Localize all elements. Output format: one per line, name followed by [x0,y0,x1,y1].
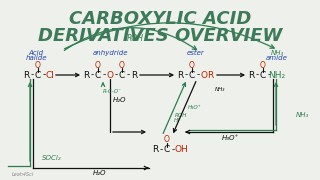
Text: Leah4Sci: Leah4Sci [12,172,34,177]
Text: O: O [95,60,101,69]
Text: H₃O⁺: H₃O⁺ [188,105,202,109]
Text: O: O [201,71,207,80]
Text: O: O [189,60,195,69]
Text: -: - [159,145,163,154]
Text: DERIVATIVES OVERVIEW: DERIVATIVES OVERVIEW [38,27,282,45]
Text: -: - [196,71,200,80]
Text: O: O [164,136,170,145]
Text: NH₃: NH₃ [270,50,284,56]
Text: -: - [255,71,259,80]
Text: C: C [119,71,125,80]
Text: ROH: ROH [175,112,187,118]
Text: H₂O: H₂O [93,170,107,176]
Text: H₃O⁺: H₃O⁺ [221,135,239,141]
Text: CARBOXYLIC ACID: CARBOXYLIC ACID [69,10,251,28]
Text: -: - [268,71,271,80]
Text: -: - [172,145,175,154]
Text: -: - [114,71,118,80]
Text: R: R [83,71,89,80]
Text: ROH: ROH [126,33,143,42]
Text: SOCl₂: SOCl₂ [42,155,62,161]
Text: R-C-O⁻: R-C-O⁻ [102,89,122,93]
Text: O: O [260,60,266,69]
Text: NH₂: NH₂ [268,71,285,80]
Text: H⁺: H⁺ [173,118,180,123]
Text: R: R [177,71,183,80]
Text: -: - [102,71,106,80]
Text: C: C [189,71,195,80]
Text: R: R [207,71,213,80]
Text: -: - [184,71,188,80]
Text: -: - [126,71,130,80]
FancyArrowPatch shape [65,23,274,49]
Text: NH₃: NH₃ [295,112,308,118]
Text: R: R [23,71,29,80]
Text: O: O [35,60,41,69]
Text: R: R [248,71,254,80]
Text: NH₃: NH₃ [215,87,225,91]
Text: ester: ester [187,50,205,56]
Text: R: R [152,145,158,154]
Text: C: C [260,71,266,80]
Text: -: - [42,71,46,80]
Text: R: R [131,71,137,80]
Text: O: O [119,60,125,69]
Text: C: C [95,71,101,80]
Text: -: - [30,71,34,80]
FancyArrowPatch shape [64,28,196,50]
Text: Acid: Acid [28,50,44,56]
Text: Cl: Cl [45,71,54,80]
Text: C: C [35,71,41,80]
Text: -: - [90,71,94,80]
Text: amide: amide [266,55,288,61]
Text: O: O [107,71,114,80]
Text: halide: halide [25,55,47,61]
Text: C: C [164,145,170,154]
Text: H₂O: H₂O [113,97,127,103]
Text: anhydride: anhydride [92,50,128,56]
Text: OH: OH [174,145,188,154]
